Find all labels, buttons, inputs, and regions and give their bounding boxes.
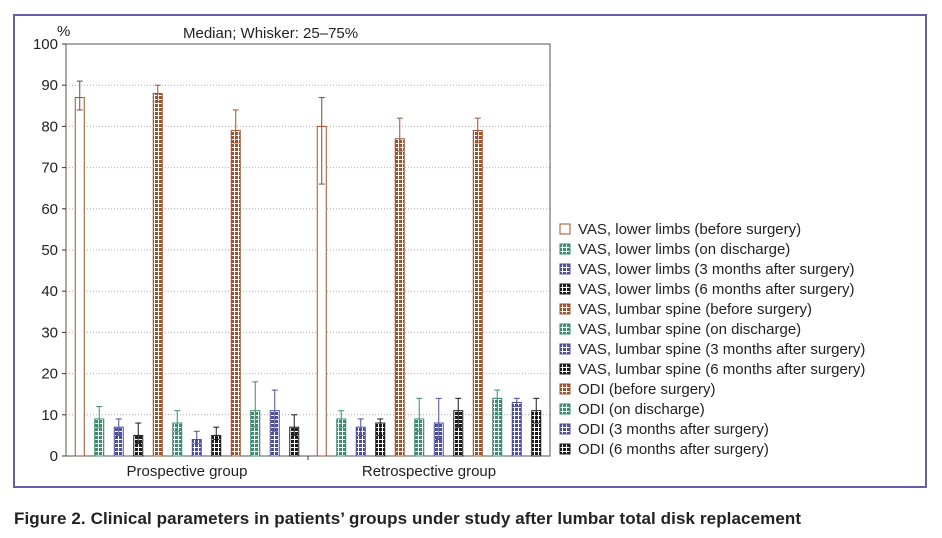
x-category-label: Retrospective group [362,463,496,480]
legend-swatch [559,283,571,295]
y-tick-label: 80 [41,118,58,135]
figure-caption: Figure 2. Clinical parameters in patient… [14,509,802,528]
legend-label: ODI (3 months after surgery) [578,421,769,438]
y-tick-label: 100 [33,36,58,53]
y-tick-label: 40 [41,283,58,300]
legend-label: VAS, lower limbs (3 months after surgery… [578,261,854,278]
legend-label: VAS, lumbar spine (6 months after surger… [578,361,865,378]
legend-label: VAS, lumbar spine (before surgery) [578,301,812,318]
y-tick-label: 10 [41,407,58,424]
legend-swatch [559,243,571,255]
legend: VAS, lower limbs (before surgery) VAS, lo… [559,221,865,458]
legend-swatch [559,383,571,395]
legend-swatch [559,423,571,435]
y-tick-label: 20 [41,366,58,383]
legend-swatch [559,323,571,335]
bars [74,80,542,457]
legend-label: VAS, lower limbs (on discharge) [578,241,790,258]
legend-label: VAS, lower limbs (6 months after surgery… [578,281,854,298]
legend-swatch [559,223,571,235]
bar [74,97,85,457]
legend-label: ODI (before surgery) [578,381,716,398]
legend-label: ODI (6 months after surgery) [578,441,769,458]
y-tick-label: 0 [50,448,58,465]
bar [152,92,163,457]
bar [472,130,483,457]
y-tick-label: 50 [41,242,58,259]
chart-title: Median; Whisker: 25–75% [183,25,358,42]
y-tick-label: 90 [41,77,58,94]
bar [230,130,241,457]
legend-swatch [559,443,571,455]
bar [394,138,405,457]
x-category-label: Prospective group [127,463,248,480]
y-axis-unit-label: % [57,23,70,40]
legend-label: VAS, lumbar spine (3 months after surger… [578,341,865,358]
legend-label: VAS, lumbar spine (on discharge) [578,321,801,338]
legend-swatch [559,303,571,315]
y-tick-label: 70 [41,160,58,177]
legend-label: ODI (on discharge) [578,401,705,418]
chart-frame: 0 10 20 30 40 50 60 70 80 90 100 Prospective group R… [13,14,927,488]
legend-swatch [559,363,571,375]
legend-swatch [559,343,571,355]
legend-swatch [559,403,571,415]
legend-label: VAS, lower limbs (before surgery) [578,221,801,238]
y-tick-label: 30 [41,324,58,341]
bar [511,401,522,457]
chart-svg: 0 10 20 30 40 50 60 70 80 90 100 Prospective group R… [33,23,865,480]
legend-swatch [559,263,571,275]
axes: 0 10 20 30 40 50 60 70 80 90 100 Prospective group R… [33,36,551,480]
y-tick-label: 60 [41,201,58,218]
